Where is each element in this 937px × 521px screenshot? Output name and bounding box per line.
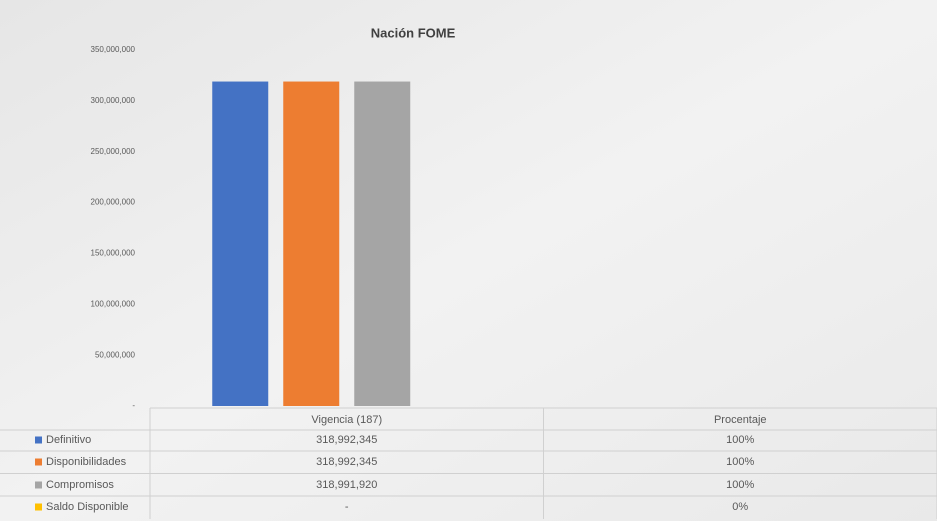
category-label: Vigencia (187)	[311, 414, 382, 426]
y-tick-label: 250,000,000	[91, 147, 136, 156]
legend-label: Definitivo	[46, 434, 91, 446]
table-value: 100%	[726, 434, 754, 446]
legend-swatch	[35, 481, 42, 489]
table-value: 318,992,345	[316, 456, 377, 468]
table-value: 318,992,345	[316, 434, 377, 446]
y-tick-label: 300,000,000	[91, 96, 136, 105]
legend-label: Saldo Disponible	[46, 501, 129, 513]
legend-swatch	[35, 436, 42, 444]
legend-label: Compromisos	[46, 479, 114, 491]
y-tick-label: 100,000,000	[91, 299, 136, 308]
y-tick-label: -	[132, 401, 135, 410]
table-value: 0%	[732, 501, 748, 513]
bar	[212, 81, 269, 406]
chart-title: Nación FOME	[371, 25, 456, 40]
y-tick-label: 350,000,000	[91, 45, 136, 54]
table-value: 100%	[726, 456, 754, 468]
bar	[283, 81, 340, 406]
y-tick-label: 150,000,000	[91, 249, 136, 258]
table-value: 100%	[726, 479, 754, 491]
y-tick-label: 50,000,000	[95, 350, 136, 359]
table-value: 318,991,920	[316, 479, 377, 491]
legend-swatch	[35, 458, 42, 466]
legend-swatch	[35, 503, 42, 511]
bar	[354, 81, 411, 407]
table-value: -	[345, 501, 349, 513]
legend-label: Disponibilidades	[46, 456, 127, 468]
y-tick-label: 200,000,000	[91, 198, 136, 207]
category-label: Procentaje	[714, 414, 767, 426]
